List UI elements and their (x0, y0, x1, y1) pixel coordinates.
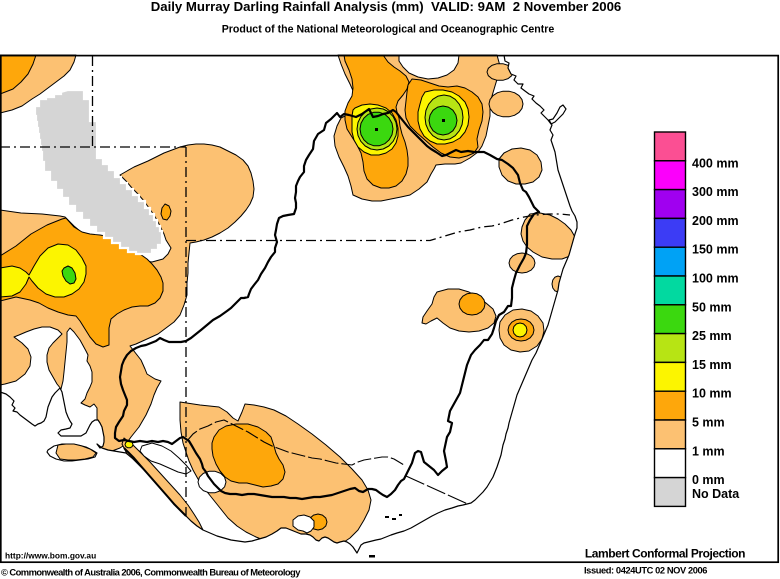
svg-text:No Data: No Data (692, 487, 740, 501)
svg-text:25 mm: 25 mm (692, 329, 732, 343)
svg-text:© Commonwealth of Australia 20: © Commonwealth of Australia 2006, Common… (1, 567, 301, 578)
svg-text:400 mm: 400 mm (692, 156, 739, 170)
svg-text:150 mm: 150 mm (692, 243, 739, 257)
svg-text:Issued: 0424UTC 02 NOV 2006: Issued: 0424UTC 02 NOV 2006 (584, 566, 707, 576)
svg-text:Daily Murray Darling Rainfall: Daily Murray Darling Rainfall Analysis (… (151, 0, 622, 14)
svg-text:200 mm: 200 mm (692, 214, 739, 228)
svg-text:15 mm: 15 mm (692, 358, 732, 372)
svg-text:Product of the National Meteor: Product of the National Meteorological a… (222, 23, 555, 35)
svg-text:5 mm: 5 mm (692, 416, 725, 430)
svg-text:http://www.bom.gov.au: http://www.bom.gov.au (5, 551, 96, 561)
svg-text:50 mm: 50 mm (692, 300, 732, 314)
svg-text:1 mm: 1 mm (692, 444, 725, 458)
svg-text:100 mm: 100 mm (692, 272, 739, 286)
svg-text:0 mm: 0 mm (692, 473, 725, 487)
svg-text:300 mm: 300 mm (692, 185, 739, 199)
svg-text:Lambert Conformal Projection: Lambert Conformal Projection (585, 547, 745, 561)
svg-text:10 mm: 10 mm (692, 387, 732, 401)
